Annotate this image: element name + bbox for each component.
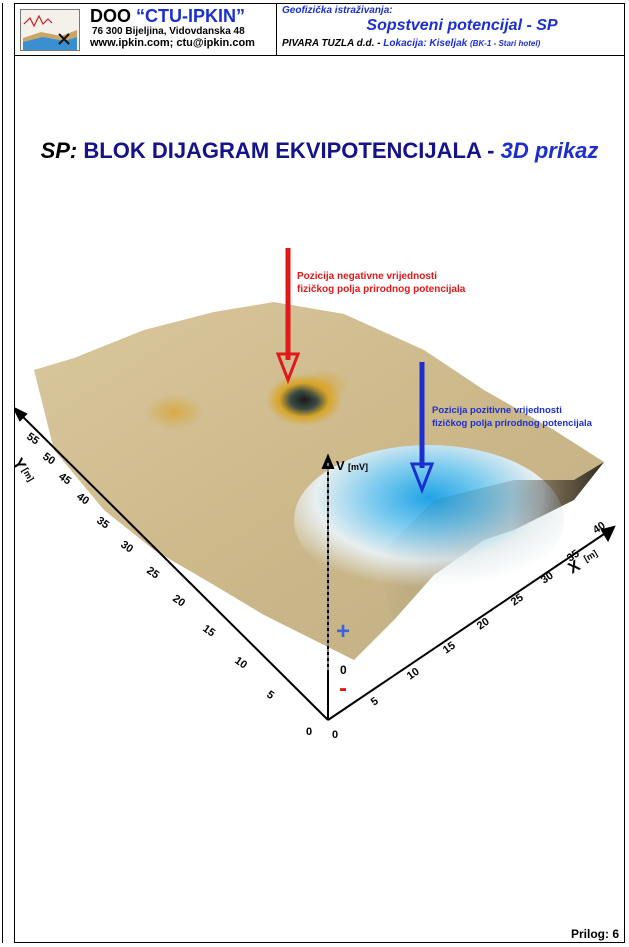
x-axis-label: X (566, 557, 584, 577)
y-tick-25: 25 (144, 565, 161, 582)
page-title: SP: BLOK DIJAGRAM EKVIPOTENCIJALA - 3D p… (14, 138, 625, 164)
company-logo (20, 9, 80, 51)
y-tick-5: 5 (264, 689, 276, 702)
y-tick-50: 50 (40, 451, 57, 468)
company-name: “CTU-IPKIN” (136, 6, 245, 26)
y-tick-45: 45 (56, 471, 73, 488)
title-suffix: 3D prikaz (501, 138, 599, 163)
location-detail: (BK-1 - Stari hotel) (470, 39, 540, 48)
company-prefix: DOO (90, 6, 131, 26)
client-name: PIVARA TUZLA d.d. - (282, 38, 381, 49)
y-tick-35: 35 (94, 515, 111, 532)
topic-label: Geofizička istraživanja: (282, 5, 622, 17)
title-prefix: SP: (41, 138, 78, 163)
negative-annotation-line2: fizičkog polja prirodnog potencijala (297, 283, 465, 296)
x-tick-25: 25 (509, 592, 526, 609)
x-axis-unit: [m] (582, 548, 599, 564)
v-axis-unit: [mV] (348, 462, 368, 472)
attachment-label: Prilog: 6 (571, 927, 619, 941)
negative-annotation: Pozicija negativne vrijednosti fizičkog … (297, 270, 465, 296)
negative-lobe-right (299, 369, 349, 401)
topic-block: Geofizička istraživanja: Sopstveni poten… (282, 5, 622, 55)
y-tick-20: 20 (170, 593, 187, 610)
x-tick-5: 5 (369, 695, 381, 708)
x-tick-30: 30 (539, 570, 556, 587)
y-axis-unit: [m] (20, 466, 36, 483)
positive-annotation-line1: Pozicija pozitivne vrijednosti (432, 404, 592, 417)
title-main: BLOK DIJAGRAM EKVIPOTENCIJALA - (83, 138, 494, 163)
positive-annotation-line2: fizičkog polja prirodnog potencijala (432, 417, 592, 430)
topic-title: Sopstveni potencijal - SP (282, 17, 622, 35)
negative-annotation-line1: Pozicija negativne vrijednosti (297, 270, 465, 283)
company-block: DOO “CTU-IPKIN” 76 300 Bijeljina, Vidovd… (90, 6, 270, 56)
client-line: PIVARA TUZLA d.d. - Lokacija: Kiseljak (… (282, 37, 622, 50)
y-tick-15: 15 (200, 623, 217, 640)
negative-lobe (144, 394, 204, 430)
y-tick-0: 0 (306, 726, 312, 738)
left-margin-line (2, 3, 3, 943)
header-divider (276, 3, 277, 56)
y-tick-10: 10 (232, 655, 249, 672)
positive-annotation: Pozicija pozitivne vrijednosti fizičkog … (432, 404, 592, 430)
y-tick-40: 40 (74, 491, 91, 508)
header: DOO “CTU-IPKIN” 76 300 Bijeljina, Vidovd… (14, 3, 625, 56)
x-tick-0: 0 (332, 729, 338, 741)
location-name: Lokacija: Kiseljak (383, 38, 467, 49)
minus-sign: - (339, 675, 347, 702)
block-diagram-3d: 0 5 10 15 20 25 30 35 40 45 50 55 Y [m] … (14, 230, 625, 750)
company-address: 76 300 Bijeljina, Vidovdanska 48 (92, 26, 270, 37)
y-tick-30: 30 (118, 539, 135, 556)
company-name-line: DOO “CTU-IPKIN” (90, 6, 270, 26)
v-axis-label: V (336, 458, 345, 473)
x-tick-10: 10 (405, 666, 422, 683)
company-web: www.ipkin.com; ctu@ipkin.com (90, 37, 270, 50)
plus-sign: + (336, 618, 350, 645)
x-tick-20: 20 (475, 616, 492, 633)
